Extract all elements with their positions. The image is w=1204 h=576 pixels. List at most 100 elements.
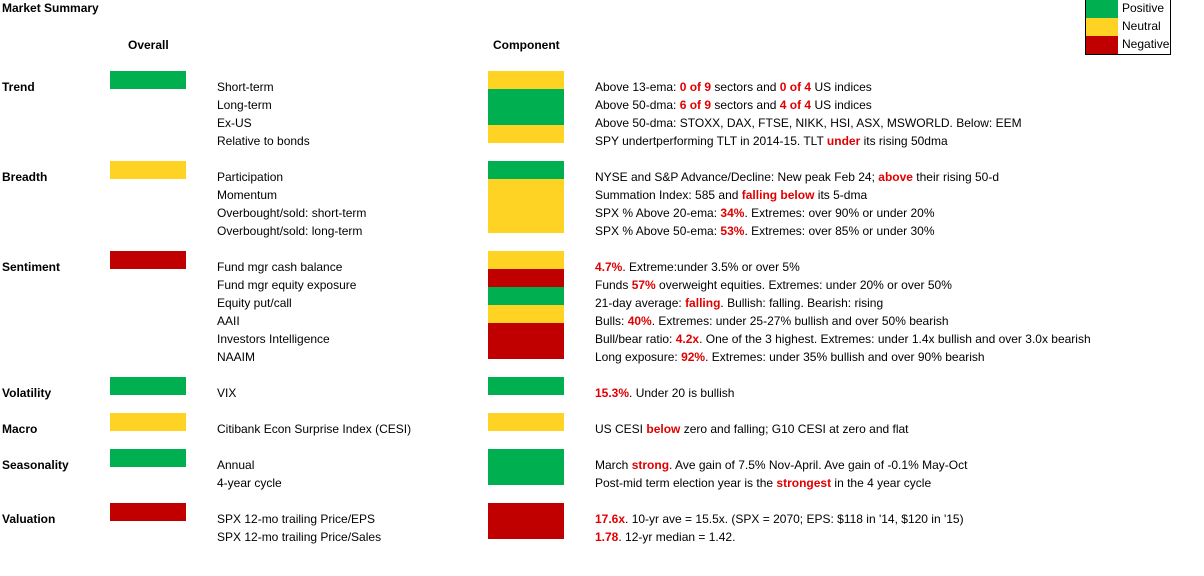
detail-text: . Ave gain of 7.5% Nov-April. Ave gain o… [669, 458, 968, 472]
highlight-text: falling below [741, 188, 815, 202]
row-detail: Bulls: 40%. Extremes: under 25-27% bulli… [595, 314, 949, 328]
row-label: SPX 12-mo trailing Price/Sales [217, 530, 382, 544]
row-detail: 4.7%. Extreme:under 3.5% or over 5% [595, 260, 800, 274]
component-swatch [488, 323, 564, 359]
detail-text: in the 4 year cycle [831, 476, 932, 490]
overall-header: Overall [128, 38, 169, 52]
row-label: Fund mgr cash balance [217, 260, 343, 274]
row-detail: 17.6x. 10-yr ave = 15.5x. (SPX = 2070; E… [595, 512, 964, 526]
highlight-text: 57% [631, 278, 656, 292]
component-swatch [488, 89, 564, 125]
component-swatch [488, 377, 564, 395]
highlight-text: under [826, 134, 861, 148]
section-name-sentiment: Sentiment [2, 260, 61, 274]
highlight-text: above [878, 170, 913, 184]
row-detail: Above 50-dma: 6 of 9 sectors and 4 of 4 … [595, 98, 872, 112]
row-label: SPX 12-mo trailing Price/EPS [217, 512, 376, 526]
detail-text: its 5-dma [814, 188, 868, 202]
highlight-text: 0 of 4 [779, 80, 812, 94]
highlight-text: 34% [720, 206, 745, 220]
highlight-text: 0 of 9 [679, 80, 712, 94]
highlight-text: strong [631, 458, 670, 472]
legend-label-positive: Positive [1122, 1, 1165, 15]
detail-text: . Extremes: over 90% or under 20% [744, 206, 935, 220]
row-label: Equity put/call [217, 296, 292, 310]
detail-text: their rising 50-d [912, 170, 1000, 184]
overall-swatch-macro [110, 413, 186, 431]
detail-text: Funds [595, 278, 632, 292]
row-detail: Bull/bear ratio: 4.2x. One of the 3 high… [595, 332, 1091, 346]
detail-text: SPY undertperforming TLT in 2014-15. TLT [595, 134, 827, 148]
row-detail: Summation Index: 585 and falling below i… [595, 188, 867, 202]
detail-text: SPX % Above 50-ema: [595, 224, 721, 238]
row-label: Short-term [217, 80, 274, 94]
detail-text: Above 50-dma: STOXX, DAX, FTSE, NIKK, HS… [595, 116, 1022, 130]
row-label: Ex-US [217, 116, 252, 130]
detail-text: Above 50-dma: [595, 98, 680, 112]
overall-swatch-seasonality [110, 449, 186, 467]
highlight-text: 92% [681, 350, 706, 364]
detail-text: 21-day average: [595, 296, 686, 310]
row-detail: SPY undertperforming TLT in 2014-15. TLT… [595, 134, 948, 148]
row-detail: 15.3%. Under 20 is bullish [595, 386, 734, 400]
detail-text: . 10-yr ave = 15.5x. (SPX = 2070; EPS: $… [625, 512, 964, 526]
row-label: Long-term [217, 98, 272, 112]
section-name-seasonality: Seasonality [2, 458, 69, 472]
row-detail: US CESI below zero and falling; G10 CESI… [595, 422, 909, 436]
legend-frame [1085, 0, 1171, 55]
overall-swatch-trend [110, 71, 186, 89]
section-name-valuation: Valuation [2, 512, 56, 526]
legend-swatch-positive [1086, 0, 1118, 18]
highlight-text: 4 of 4 [779, 98, 812, 112]
detail-text: sectors and [711, 80, 780, 94]
detail-text: Bulls: [595, 314, 628, 328]
detail-text: . One of the 3 highest. Extremes: under … [699, 332, 1091, 346]
row-detail: Above 13-ema: 0 of 9 sectors and 0 of 4 … [595, 80, 872, 94]
row-label: Participation [217, 170, 284, 184]
row-label: NAAIM [217, 350, 256, 364]
overall-swatch-sentiment [110, 251, 186, 269]
legend-swatch-negative [1086, 36, 1118, 54]
overall-swatch-volatility [110, 377, 186, 395]
row-detail: SPX % Above 20-ema: 34%. Extremes: over … [595, 206, 935, 220]
detail-text: . 12-yr median = 1.42. [618, 530, 736, 544]
component-swatch [488, 305, 564, 323]
page-title: Market Summary [2, 1, 99, 15]
highlight-text: 4.2x [675, 332, 700, 346]
overall-swatch-breadth [110, 161, 186, 179]
highlight-text: 15.3% [595, 386, 630, 400]
row-detail: 21-day average: falling. Bullish: fallin… [595, 296, 883, 310]
row-detail: March strong. Ave gain of 7.5% Nov-April… [595, 458, 967, 472]
detail-text: Post-mid term election year is the [595, 476, 777, 490]
component-swatch [488, 71, 564, 89]
highlight-text: 4.7% [595, 260, 623, 274]
component-swatch [488, 503, 564, 539]
detail-text: sectors and [711, 98, 780, 112]
component-swatch [488, 449, 564, 485]
row-detail: Long exposure: 92%. Extremes: under 35% … [595, 350, 985, 364]
legend-label-negative: Negative [1122, 37, 1170, 51]
detail-text: March [595, 458, 632, 472]
component-swatch [488, 413, 564, 431]
component-swatch [488, 179, 564, 233]
highlight-text: 1.78 [595, 530, 619, 544]
legend-label-neutral: Neutral [1122, 19, 1161, 33]
highlight-text: falling [685, 296, 721, 310]
detail-text: NYSE and S&P Advance/Decline: New peak F… [595, 170, 879, 184]
row-label: Investors Intelligence [217, 332, 330, 346]
component-swatch [488, 287, 564, 305]
detail-text: Above 13-ema: [595, 80, 680, 94]
component-swatch [488, 125, 564, 143]
component-swatch [488, 161, 564, 179]
row-detail: Funds 57% overweight equities. Extremes:… [595, 278, 952, 292]
detail-text: US indices [811, 98, 872, 112]
row-detail: SPX % Above 50-ema: 53%. Extremes: over … [595, 224, 935, 238]
detail-text: . Extremes: over 85% or under 30% [744, 224, 935, 238]
detail-text: Long exposure: [595, 350, 682, 364]
row-detail: 1.78. 12-yr median = 1.42. [595, 530, 735, 544]
detail-text: US CESI [595, 422, 647, 436]
detail-text: US indices [811, 80, 872, 94]
row-label: Overbought/sold: long-term [217, 224, 363, 238]
row-label: Annual [217, 458, 255, 472]
row-label: VIX [217, 386, 237, 400]
